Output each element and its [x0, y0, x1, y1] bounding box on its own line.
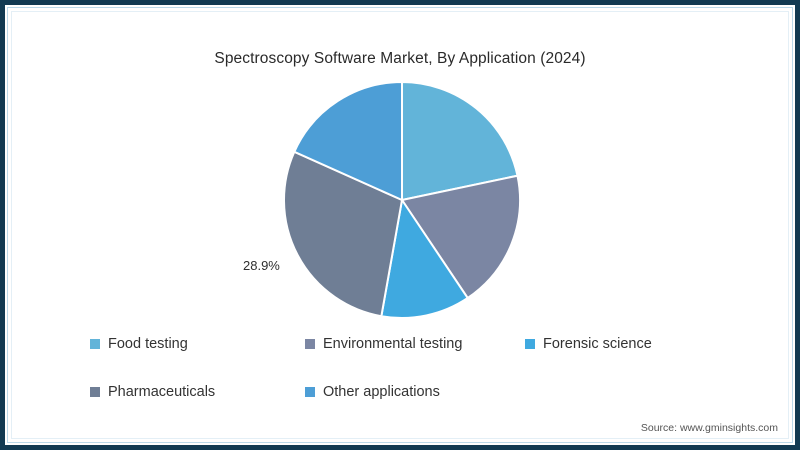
chart-title: Spectroscopy Software Market, By Applica…: [214, 50, 586, 67]
legend-label-forensic-science: Forensic science: [543, 336, 652, 352]
pie-slice-group: [283, 80, 521, 319]
legend-row-1: Food testing Environmental testing Foren…: [90, 336, 710, 384]
legend-item-environmental-testing[interactable]: Environmental testing: [305, 336, 525, 352]
pie-slice-food-testing[interactable]: [401, 80, 519, 202]
legend-label-pharmaceuticals: Pharmaceuticals: [108, 384, 216, 400]
pie-slice-label-pharmaceuticals: 28.9%: [243, 258, 280, 273]
legend-row-2: Pharmaceuticals Other applications: [90, 384, 710, 432]
pie-slice-forensic-science[interactable]: [380, 197, 470, 319]
legend-item-other-applications[interactable]: Other applications: [305, 384, 525, 400]
pie-slice-pharmaceuticals[interactable]: [283, 150, 404, 318]
legend-label-food-testing: Food testing: [108, 336, 188, 352]
legend-swatch-food-testing: [90, 339, 100, 349]
legend-label-other-applications: Other applications: [323, 384, 440, 400]
pie-slice-environmental-testing[interactable]: [400, 174, 521, 300]
legend-item-pharmaceuticals[interactable]: Pharmaceuticals: [90, 384, 305, 400]
legend-swatch-forensic-science: [525, 339, 535, 349]
legend-label-environmental-testing: Environmental testing: [323, 336, 463, 352]
legend-item-forensic-science[interactable]: Forensic science: [525, 336, 710, 352]
legend-swatch-environmental-testing: [305, 339, 315, 349]
chart-legend: Food testing Environmental testing Foren…: [90, 336, 710, 432]
legend-swatch-pharmaceuticals: [90, 387, 100, 397]
source-attribution: Source: www.gminsights.com: [640, 422, 778, 434]
legend-swatch-other-applications: [305, 387, 315, 397]
legend-item-food-testing[interactable]: Food testing: [90, 336, 305, 352]
pie-slice-other-applications[interactable]: [292, 80, 403, 202]
